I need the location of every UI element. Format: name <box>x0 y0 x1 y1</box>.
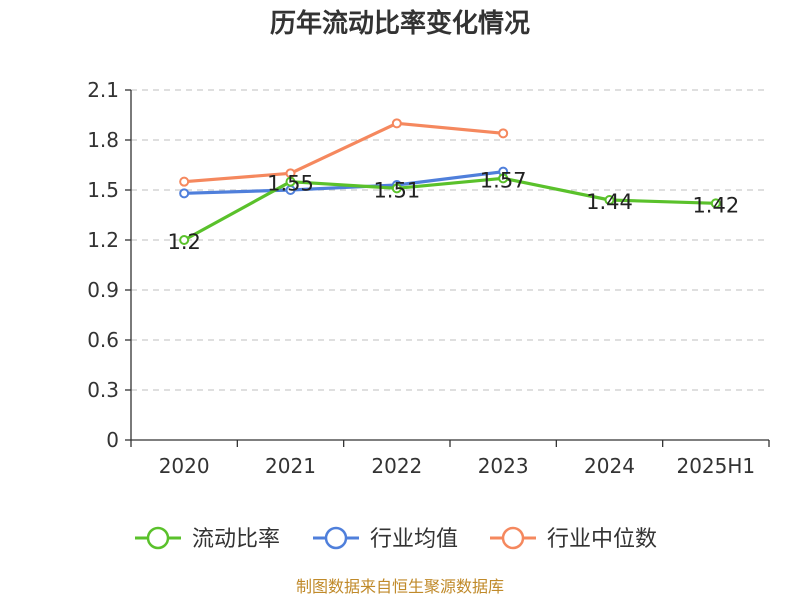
series-group <box>179 118 721 245</box>
data-point <box>179 235 190 245</box>
y-tick-label: 0.6 <box>87 328 119 352</box>
x-tick-label: 2023 <box>478 454 529 478</box>
data-point <box>391 183 402 194</box>
x-tick-label: 2021 <box>265 454 316 478</box>
x-tick-label: 2024 <box>584 454 635 478</box>
data-point <box>179 188 190 199</box>
y-tick-label: 0.3 <box>87 378 119 402</box>
legend: 流动比率 行业均值 行业中位数 <box>135 526 657 552</box>
data-label: 1.57 <box>480 168 527 192</box>
y-tick-label: 1.5 <box>87 178 119 202</box>
data-point <box>710 198 721 209</box>
data-point <box>391 118 402 129</box>
chart-title: 历年流动比率变化情况 <box>270 8 530 39</box>
legend-label: 行业均值 <box>370 527 458 552</box>
data-label: 1.42 <box>692 193 739 217</box>
y-tick-label: 1.2 <box>87 228 119 252</box>
legend-label: 流动比率 <box>192 527 280 552</box>
y-tick-label: 0 <box>106 428 119 452</box>
data-point <box>179 176 190 187</box>
legend-marker <box>324 526 348 550</box>
y-tick-label: 2.1 <box>87 78 119 102</box>
y-tick-label: 0.9 <box>87 278 119 302</box>
data-label: 1.44 <box>586 190 633 214</box>
data-label: 1.51 <box>373 178 420 202</box>
data-point <box>285 176 296 187</box>
data-point <box>604 195 615 205</box>
x-tick-label: 2020 <box>159 454 210 478</box>
x-tick-label: 2022 <box>371 454 422 478</box>
grid-lines <box>131 89 769 391</box>
x-tick-label: 2025H1 <box>676 454 755 478</box>
series-line-2 <box>182 121 505 184</box>
axes: 0 0.3 0.6 0.9 1.2 1.5 1.8 2.1 2020 2021 2022 2023 20… <box>87 78 770 478</box>
legend-marker <box>501 526 525 550</box>
series-line-1 <box>182 170 505 195</box>
y-tick-label: 1.8 <box>87 128 119 152</box>
series-line-0 <box>182 176 718 242</box>
legend-marker <box>146 526 170 550</box>
legend-label: 行业中位数 <box>547 527 657 552</box>
data-point <box>498 173 509 184</box>
data-labels: 1.2 1.55 1.51 1.57 1.44 1.42 <box>167 168 739 254</box>
data-label: 1.55 <box>267 172 314 196</box>
data-point <box>498 128 509 139</box>
data-label: 1.2 <box>167 230 200 254</box>
data-source-note: 制图数据来自恒生聚源数据库 <box>296 577 504 596</box>
